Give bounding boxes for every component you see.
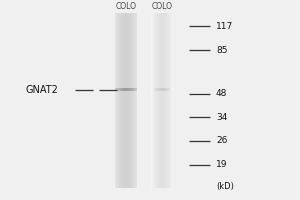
Text: 117: 117 — [216, 22, 233, 31]
Text: (kD): (kD) — [216, 182, 234, 191]
Text: 34: 34 — [216, 113, 227, 122]
Text: 48: 48 — [216, 89, 227, 98]
Text: 85: 85 — [216, 46, 227, 55]
Text: COLO: COLO — [116, 2, 136, 11]
Text: 19: 19 — [216, 160, 227, 169]
Text: COLO: COLO — [152, 2, 172, 11]
Text: GNAT2: GNAT2 — [26, 85, 58, 95]
Text: 26: 26 — [216, 136, 227, 145]
